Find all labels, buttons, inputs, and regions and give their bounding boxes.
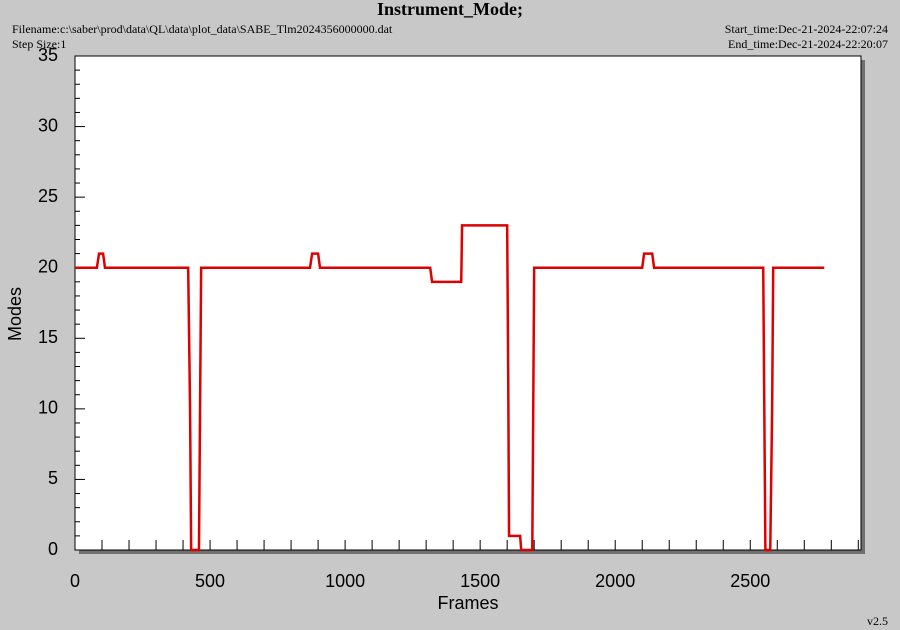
y-tick-label: 0 bbox=[48, 539, 58, 559]
y-axis-label: Modes bbox=[5, 287, 25, 341]
x-tick-label: 500 bbox=[195, 571, 225, 591]
y-tick-label: 35 bbox=[38, 45, 58, 65]
y-tick-label: 30 bbox=[38, 115, 58, 135]
x-tick-label: 0 bbox=[70, 571, 80, 591]
plot-area bbox=[74, 55, 862, 551]
chart-title: Instrument_Mode; bbox=[377, 0, 523, 19]
version: v2.5 bbox=[867, 614, 888, 628]
end-time: End_time:Dec-21-2024-22:20:07 bbox=[728, 37, 888, 51]
data-line bbox=[75, 224, 825, 552]
x-tick-label: 1500 bbox=[460, 571, 500, 591]
y-tick-label: 25 bbox=[38, 186, 58, 206]
start-time: Start_time:Dec-21-2024-22:07:24 bbox=[725, 22, 888, 36]
x-axis-label: Frames bbox=[437, 593, 498, 613]
y-tick-label: 10 bbox=[38, 398, 58, 418]
x-tick-label: 2500 bbox=[730, 571, 770, 591]
y-tick-label: 5 bbox=[48, 468, 58, 488]
y-tick-label: 20 bbox=[38, 256, 58, 276]
step-size: Step Size:1 bbox=[12, 37, 66, 51]
x-tick-label: 2000 bbox=[595, 571, 635, 591]
x-tick-label: 1000 bbox=[325, 571, 365, 591]
filename: Filename:c:\saber\prod\data\QL\data\plot… bbox=[12, 22, 393, 36]
y-tick-label: 15 bbox=[38, 327, 58, 347]
